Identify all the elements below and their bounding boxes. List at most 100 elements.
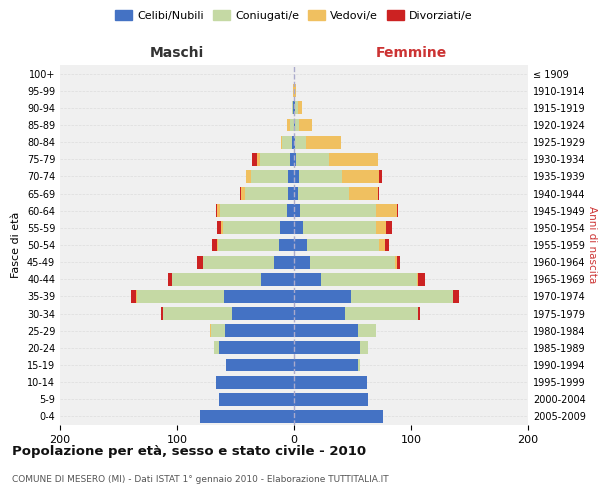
Bar [342, 170, 379, 183]
Bar [283, 136, 292, 148]
Bar [294, 324, 358, 337]
Bar [200, 410, 294, 423]
Bar [298, 187, 349, 200]
Bar [379, 170, 382, 183]
Bar [218, 238, 279, 252]
Bar [310, 256, 395, 268]
Bar [294, 376, 367, 388]
Bar [358, 324, 376, 337]
Bar [288, 170, 294, 183]
Bar [376, 222, 386, 234]
Bar [349, 187, 378, 200]
Bar [295, 102, 298, 114]
Text: Anni di nascita: Anni di nascita [587, 206, 597, 284]
Bar [137, 290, 224, 303]
Bar [280, 222, 294, 234]
Bar [294, 84, 296, 97]
Bar [224, 290, 294, 303]
Bar [294, 238, 307, 252]
Bar [294, 118, 295, 132]
Bar [294, 170, 299, 183]
Bar [220, 204, 287, 217]
Bar [241, 187, 245, 200]
Bar [245, 187, 288, 200]
Bar [161, 307, 163, 320]
Bar [298, 102, 302, 114]
Bar [453, 290, 459, 303]
Bar [288, 187, 294, 200]
Bar [172, 273, 261, 285]
Bar [299, 118, 311, 132]
Bar [223, 222, 280, 234]
Bar [214, 342, 219, 354]
Bar [212, 238, 217, 252]
Bar [294, 358, 358, 372]
Bar [281, 136, 283, 148]
Bar [203, 256, 274, 268]
Bar [294, 102, 295, 114]
Bar [329, 153, 378, 166]
Bar [167, 273, 172, 285]
Bar [197, 256, 203, 268]
Bar [215, 204, 217, 217]
Bar [385, 238, 389, 252]
Bar [215, 376, 294, 388]
Bar [252, 153, 257, 166]
Bar [294, 307, 346, 320]
Bar [290, 153, 294, 166]
Bar [251, 170, 288, 183]
Bar [294, 204, 300, 217]
Bar [295, 136, 306, 148]
Text: Femmine: Femmine [376, 46, 446, 60]
Bar [379, 238, 385, 252]
Bar [300, 204, 376, 217]
Bar [210, 324, 211, 337]
Bar [359, 342, 368, 354]
Bar [299, 170, 342, 183]
Text: Popolazione per età, sesso e stato civile - 2010: Popolazione per età, sesso e stato civil… [12, 445, 366, 458]
Bar [240, 187, 241, 200]
Bar [226, 358, 294, 372]
Bar [397, 256, 400, 268]
Text: COMUNE DI MESERO (MI) - Dati ISTAT 1° gennaio 2010 - Elaborazione TUTTITALIA.IT: COMUNE DI MESERO (MI) - Dati ISTAT 1° ge… [12, 475, 389, 484]
Bar [211, 324, 225, 337]
Bar [306, 136, 341, 148]
Bar [417, 273, 418, 285]
Bar [296, 153, 329, 166]
Bar [294, 342, 359, 354]
Bar [294, 410, 383, 423]
Bar [386, 222, 392, 234]
Bar [292, 136, 294, 148]
Bar [217, 204, 220, 217]
Bar [376, 204, 397, 217]
Bar [358, 358, 359, 372]
Bar [287, 204, 294, 217]
Bar [219, 393, 294, 406]
Bar [294, 393, 368, 406]
Bar [225, 324, 294, 337]
Bar [294, 153, 296, 166]
Bar [163, 307, 232, 320]
Bar [274, 256, 294, 268]
Bar [217, 222, 221, 234]
Text: Maschi: Maschi [150, 46, 204, 60]
Bar [257, 153, 260, 166]
Bar [346, 307, 418, 320]
Bar [307, 238, 379, 252]
Bar [295, 118, 299, 132]
Bar [261, 273, 294, 285]
Bar [217, 238, 218, 252]
Bar [418, 273, 425, 285]
Bar [246, 170, 251, 183]
Bar [131, 290, 136, 303]
Bar [221, 222, 223, 234]
Bar [290, 118, 294, 132]
Bar [352, 290, 453, 303]
Bar [136, 290, 137, 303]
Bar [378, 187, 379, 200]
Legend: Celibi/Nubili, Coniugati/e, Vedovi/e, Divorziati/e: Celibi/Nubili, Coniugati/e, Vedovi/e, Di… [111, 6, 477, 25]
Bar [395, 256, 397, 268]
Bar [219, 342, 294, 354]
Bar [294, 222, 304, 234]
Bar [232, 307, 294, 320]
